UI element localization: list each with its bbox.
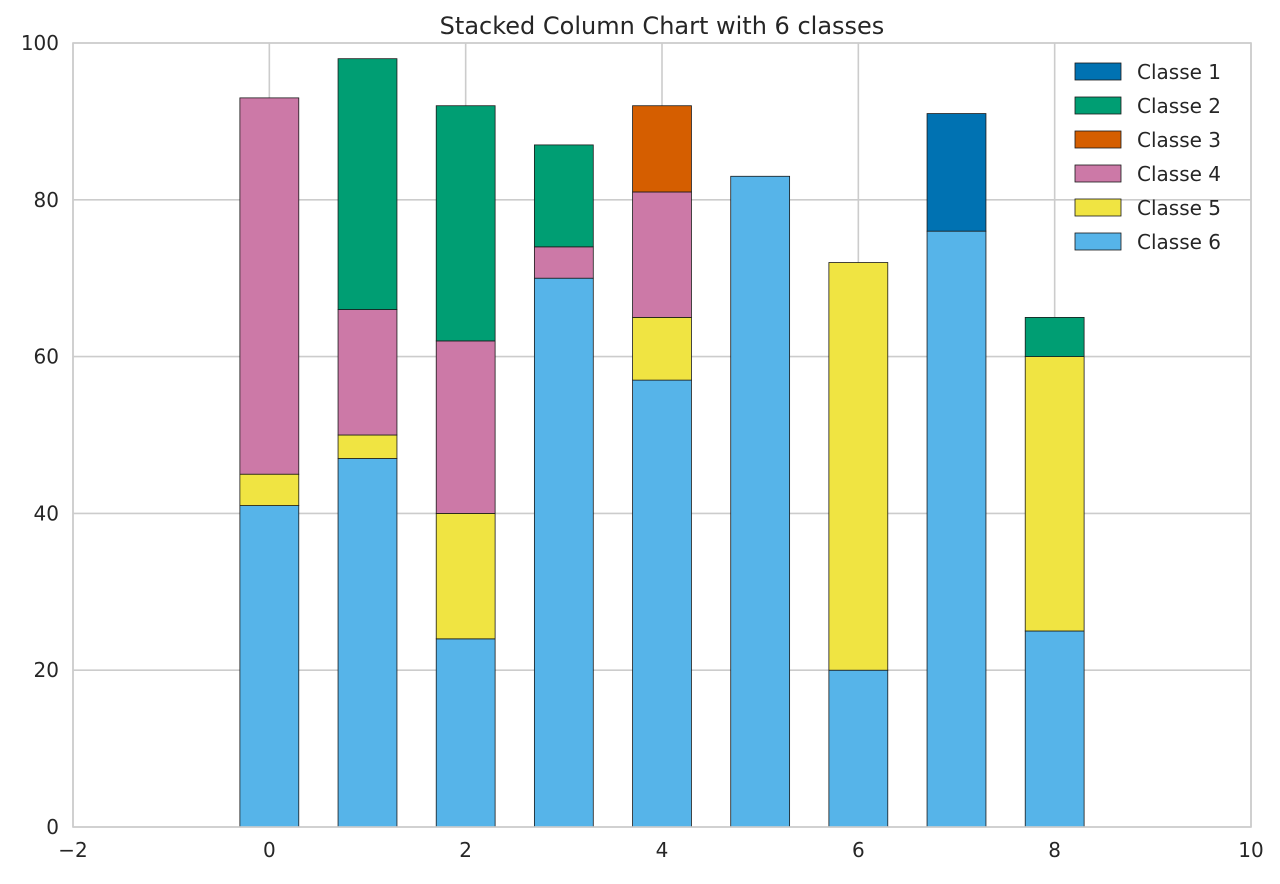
bar-segment-classe-4 (239, 97, 300, 475)
y-tick-label: 20 (34, 658, 59, 682)
legend-label-classe-1: Classe 1 (1137, 60, 1221, 84)
bar-segment-classe-5 (632, 316, 692, 381)
bar-segment-classe-2 (435, 105, 496, 342)
plot-area-frame (72, 42, 1252, 828)
bar-segment-classe-6 (632, 379, 692, 828)
bar-segment-classe-6 (435, 638, 496, 828)
y-tick-label: 80 (34, 188, 59, 212)
bar-segment-classe-5 (828, 262, 889, 671)
bar-segment-classe-6 (533, 277, 594, 828)
bar-segment-classe-4 (435, 340, 496, 514)
y-tick-label: 60 (34, 345, 59, 369)
bar-segment-classe-4 (337, 309, 398, 436)
x-tick-label: 0 (263, 838, 276, 862)
legend-swatch-classe-5 (1074, 198, 1122, 217)
legend-label-classe-3: Classe 3 (1137, 128, 1221, 152)
legend-swatch-classe-6 (1074, 232, 1122, 251)
bar-segment-classe-5 (337, 434, 398, 459)
bars (239, 58, 1085, 828)
bar-segment-classe-6 (1024, 630, 1085, 828)
legend-label-classe-6: Classe 6 (1137, 230, 1221, 254)
legend-swatch-classe-4 (1074, 164, 1122, 183)
x-tick-label: −2 (58, 838, 87, 862)
bar-segment-classe-2 (533, 144, 594, 248)
legend-label-classe-4: Classe 4 (1137, 162, 1221, 186)
chart-title: Stacked Column Chart with 6 classes (440, 12, 885, 40)
legend-swatch-classe-2 (1074, 96, 1122, 115)
x-tick-label: 6 (852, 838, 865, 862)
legend-label-classe-5: Classe 5 (1137, 196, 1221, 220)
bar-segment-classe-5 (1024, 356, 1085, 632)
bar-segment-classe-6 (926, 230, 987, 828)
bar-segment-classe-4 (533, 246, 594, 279)
y-tick-label: 40 (34, 501, 59, 525)
x-tick-label: 10 (1238, 838, 1263, 862)
bar-segment-classe-2 (1024, 316, 1085, 357)
bar-segment-classe-3 (632, 105, 692, 193)
bar-segment-classe-6 (337, 458, 398, 828)
bar-segment-classe-5 (435, 513, 496, 640)
bar-segment-classe-5 (239, 473, 300, 506)
bar-segment-classe-6 (828, 669, 889, 828)
y-tick-label: 0 (46, 815, 59, 839)
legend-swatch-classe-3 (1074, 130, 1122, 149)
x-tick-label: 4 (656, 838, 669, 862)
x-tick-label: 2 (459, 838, 472, 862)
bar-segment-classe-6 (239, 505, 300, 828)
legend-swatch-classe-1 (1074, 62, 1122, 81)
legend-label-classe-2: Classe 2 (1137, 94, 1221, 118)
legend: Classe 1 Classe 2 Classe 3 Classe 4 Classe 5… (1074, 60, 1221, 254)
bar-segment-classe-6 (730, 175, 791, 828)
bar-segment-classe-1 (926, 113, 987, 232)
bar-segment-classe-2 (337, 58, 398, 310)
bar-segment-classe-4 (632, 191, 692, 318)
y-tick-label: 100 (21, 31, 59, 55)
x-tick-label: 8 (1048, 838, 1061, 862)
